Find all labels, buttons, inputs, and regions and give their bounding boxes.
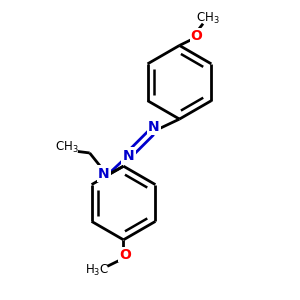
Text: N: N (148, 120, 160, 134)
Text: O: O (119, 248, 131, 262)
Text: CH$_3$: CH$_3$ (55, 140, 79, 155)
Text: H$_3$C: H$_3$C (85, 263, 109, 278)
Text: N: N (98, 167, 110, 181)
Text: N: N (123, 149, 134, 163)
Text: O: O (190, 29, 202, 43)
Text: CH$_3$: CH$_3$ (196, 11, 220, 26)
